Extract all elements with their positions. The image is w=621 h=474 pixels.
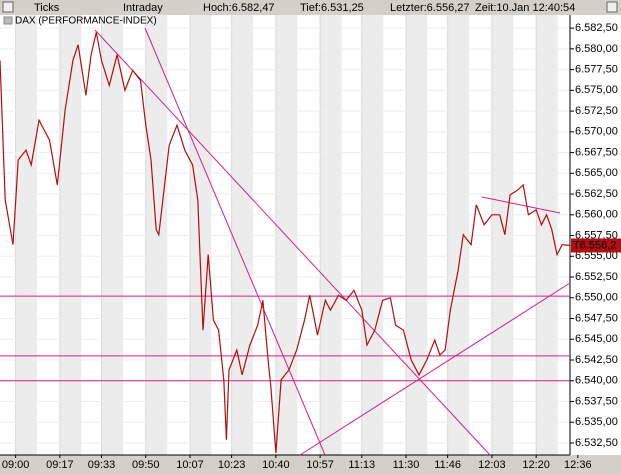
y-tick-label: 6.555,00 xyxy=(575,250,618,262)
y-tick-label: 6.537,50 xyxy=(575,395,618,407)
header-item[interactable]: Intraday xyxy=(123,2,163,14)
header-bar: Ticks Intraday Hoch:6.582,47 Tief:6.531,… xyxy=(0,0,621,15)
stripe xyxy=(275,14,298,455)
stripe xyxy=(491,14,514,455)
x-tick-label: 10:23 xyxy=(218,459,246,471)
x-tick-label: 10:57 xyxy=(306,459,334,471)
x-tick-label: 10:07 xyxy=(176,459,204,471)
stripe xyxy=(101,14,123,455)
stripe xyxy=(59,14,82,455)
header-item: Letzter:6.556,27 xyxy=(390,2,470,14)
stripe xyxy=(361,14,384,455)
x-tick-label: 12:20 xyxy=(522,459,550,471)
y-tick-label: 6.545,00 xyxy=(575,333,618,345)
stripe xyxy=(190,14,212,455)
trendline xyxy=(299,282,571,456)
y-tick-label: 6.565,00 xyxy=(575,167,618,179)
y-tick-label: 6.567,50 xyxy=(575,146,618,158)
y-tick-label: 6.582,50 xyxy=(575,22,618,34)
axis-panel xyxy=(570,14,621,455)
last-price-label: T6.556,2 xyxy=(573,239,616,251)
y-tick-label: 6.570,00 xyxy=(575,126,618,138)
last-price-box xyxy=(571,238,621,253)
y-tick-label: 6.552,50 xyxy=(575,271,618,283)
x-tick-label: 11:30 xyxy=(393,459,420,471)
x-tick-label: 12:03 xyxy=(478,459,506,471)
y-tick-label: 6.560,00 xyxy=(575,209,618,221)
axis-panel xyxy=(0,455,621,474)
trendline xyxy=(144,27,326,456)
plot-area: 09:00 09:17 09:33 09:50 10:07 10:23 10:40 10:57… xyxy=(0,14,621,474)
y-tick-label: 6.562,50 xyxy=(575,188,618,200)
x-tick-label: 09:33 xyxy=(88,459,116,471)
settings-icon[interactable] xyxy=(606,1,618,13)
y-tick-label: 6.532,50 xyxy=(575,437,618,449)
header-item[interactable]: Ticks xyxy=(34,2,60,14)
header-item: Hoch:6.582,47 xyxy=(203,2,275,14)
y-tick-label: 6.540,00 xyxy=(575,375,618,387)
y-tick-label: 6.572,50 xyxy=(575,105,618,117)
y-tick-label: 6.557,50 xyxy=(575,229,618,241)
x-tick-label: 12:36 xyxy=(564,459,592,471)
menu-icon[interactable] xyxy=(2,1,14,13)
y-tick-label: 6.550,00 xyxy=(575,292,618,304)
header-item: Zeit:10.Jan 12:40:54 xyxy=(475,2,575,14)
stripe xyxy=(231,14,254,455)
price-line xyxy=(0,32,571,453)
x-tick-label: 09:50 xyxy=(132,459,160,471)
x-tick-label: 11:13 xyxy=(348,459,375,471)
y-tick-label: 6.547,50 xyxy=(575,312,618,324)
trendline xyxy=(94,29,491,456)
stripe xyxy=(15,14,38,455)
y-tick-label: 6.542,50 xyxy=(575,354,618,366)
trendline xyxy=(481,196,561,214)
x-tick-label: 09:17 xyxy=(46,459,74,471)
stripe xyxy=(447,14,470,455)
y-tick-label: 6.577,50 xyxy=(575,63,618,75)
chart-title: DAX (PERFORMANCE-INDEX) xyxy=(15,16,157,27)
x-tick-label: 10:40 xyxy=(262,459,290,471)
x-tick-label: 11:46 xyxy=(434,459,461,471)
stripe xyxy=(536,14,558,455)
x-tick-label: 09:00 xyxy=(2,459,30,471)
y-tick-label: 6.580,00 xyxy=(575,43,618,55)
y-tick-label: 6.535,00 xyxy=(575,416,618,428)
title-icon xyxy=(3,16,13,25)
stripe xyxy=(406,14,428,455)
stripe xyxy=(145,14,168,455)
stripe xyxy=(320,14,342,455)
header-item: Tief:6.531,25 xyxy=(300,2,364,14)
y-tick-label: 6.575,00 xyxy=(575,84,618,96)
header-bg xyxy=(0,0,621,15)
